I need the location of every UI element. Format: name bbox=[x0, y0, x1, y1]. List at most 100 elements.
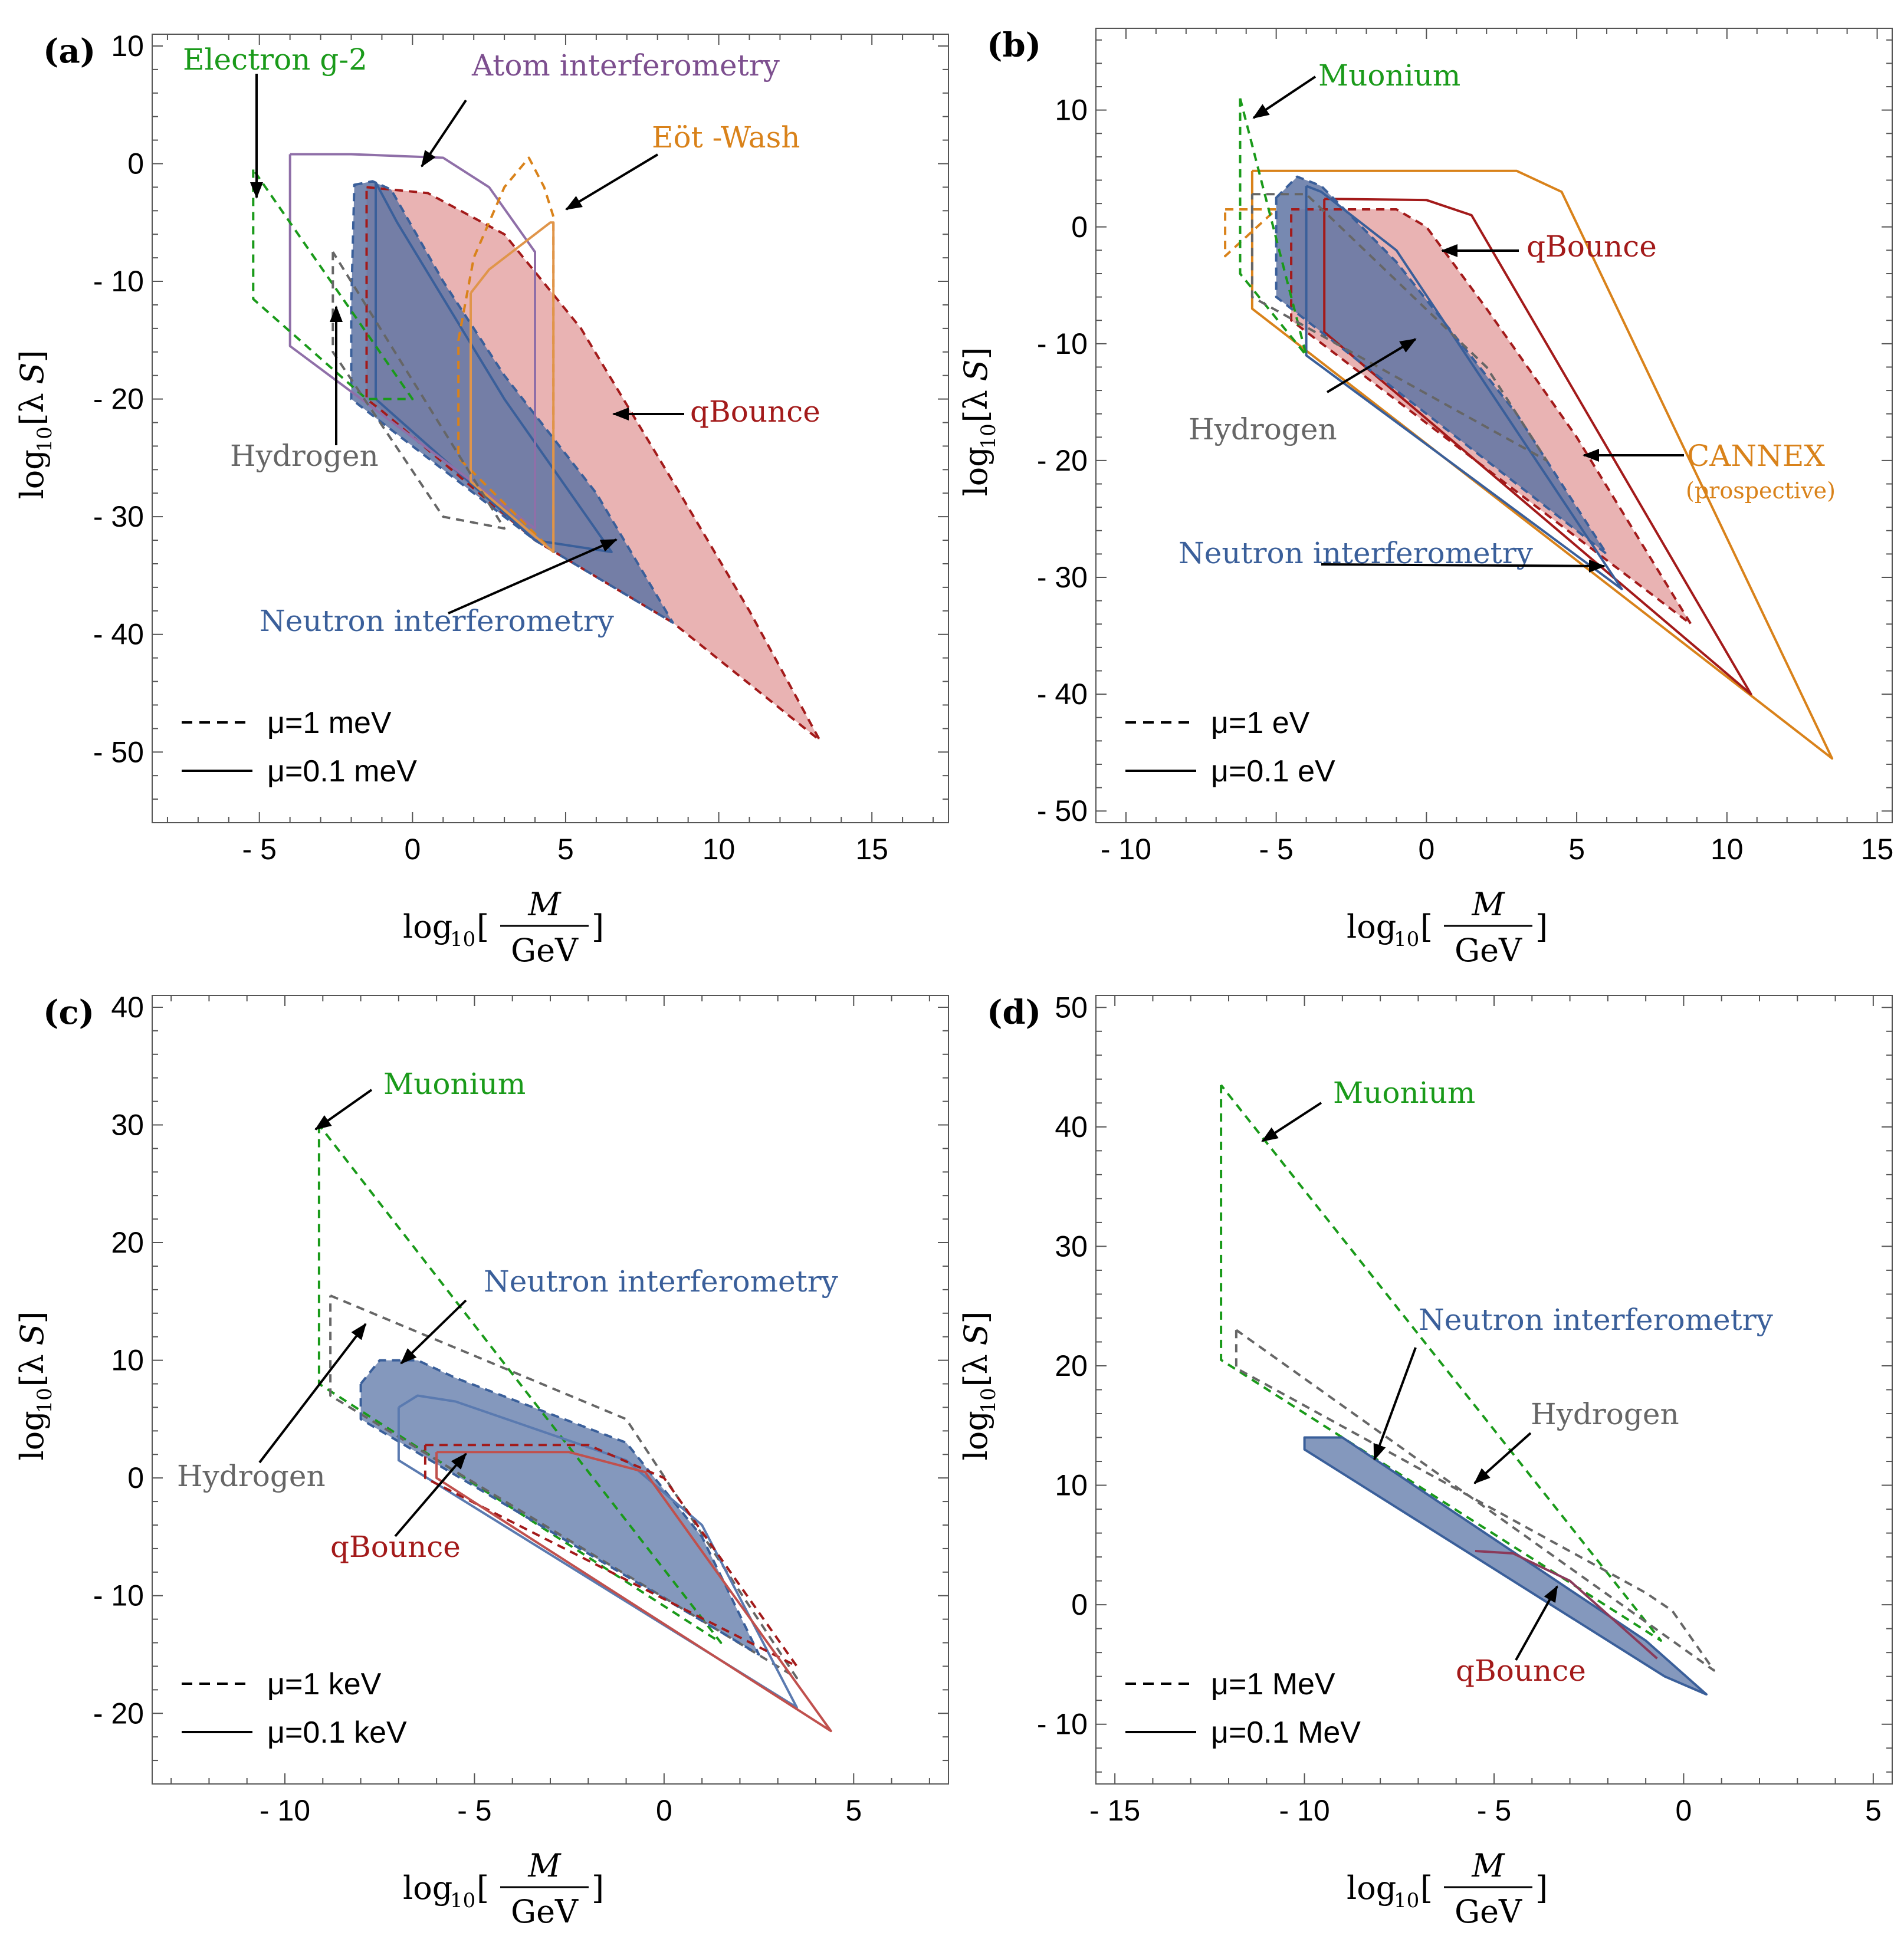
x-axis-log: log bbox=[403, 908, 452, 945]
x-tick-label: - 10 bbox=[1101, 833, 1151, 866]
x-axis-num: M bbox=[1471, 886, 1505, 923]
annotation-arrow bbox=[421, 99, 467, 167]
x-axis-bracket: ] bbox=[1535, 908, 1548, 945]
x-tick-label: 5 bbox=[557, 833, 574, 866]
annotation-arrow bbox=[1326, 338, 1417, 393]
x-tick-label: 0 bbox=[404, 833, 421, 866]
x-axis-num: M bbox=[1471, 1847, 1505, 1884]
legend-label-dashed: μ=1 meV bbox=[267, 706, 392, 740]
annotation-label: Hydrogen bbox=[1531, 1397, 1679, 1431]
x-tick-label: 15 bbox=[855, 833, 888, 866]
x-axis-num: M bbox=[527, 886, 562, 923]
panel-label: (a) bbox=[43, 32, 96, 71]
x-axis-bracket: ] bbox=[592, 908, 604, 945]
series-line-5 bbox=[435, 1451, 832, 1733]
x-axis-sub: 10 bbox=[1394, 1889, 1419, 1913]
y-tick-label: - 40 bbox=[93, 618, 144, 651]
x-tick-label: - 5 bbox=[457, 1794, 491, 1827]
x-axis-bracket: ] bbox=[1535, 1869, 1548, 1907]
x-tick-label: 0 bbox=[1676, 1794, 1692, 1827]
region-fill-2 bbox=[360, 1360, 759, 1655]
region-fill-2 bbox=[1304, 1437, 1706, 1695]
series-line-7 bbox=[1250, 193, 1548, 462]
series-line-1 bbox=[1224, 208, 1278, 258]
x-axis-num: M bbox=[527, 1847, 562, 1884]
annotation-label: Neutron interferometry bbox=[260, 604, 615, 638]
y-axis-bracket: ] bbox=[14, 1311, 51, 1323]
panel-label: (b) bbox=[987, 26, 1041, 65]
y-axis-s: S bbox=[957, 1324, 994, 1346]
y-axis-s: S bbox=[957, 360, 994, 382]
y-tick-label: 20 bbox=[111, 1226, 144, 1259]
series-line-3 bbox=[288, 153, 536, 530]
y-tick-label: - 20 bbox=[93, 383, 144, 416]
series-line-3 bbox=[1475, 1550, 1658, 1660]
annotation-arrow bbox=[448, 538, 618, 615]
y-tick-label: 30 bbox=[1055, 1230, 1088, 1263]
legend-label-dashed: μ=1 MeV bbox=[1211, 1667, 1335, 1701]
x-axis-log: log bbox=[403, 1869, 452, 1907]
y-axis-s: S bbox=[14, 1324, 51, 1346]
series-line-2 bbox=[1303, 1436, 1708, 1696]
annotation-arrow bbox=[258, 1323, 367, 1464]
y-tick-label: 10 bbox=[1055, 1469, 1088, 1502]
y-axis-bracket: ] bbox=[14, 350, 51, 362]
y-tick-label: 40 bbox=[1055, 1110, 1088, 1143]
series-line-1 bbox=[1235, 1329, 1715, 1672]
plot-frame bbox=[1095, 28, 1893, 823]
region-fill-1 bbox=[351, 181, 673, 623]
y-axis-s: S bbox=[14, 363, 51, 385]
y-axis-lambda: [λ bbox=[957, 1354, 994, 1386]
y-axis-bracket: ] bbox=[957, 1311, 994, 1323]
legend-label-solid: μ=0.1 keV bbox=[267, 1716, 407, 1750]
x-axis-log: log bbox=[1347, 908, 1396, 945]
annotation-label: Hydrogen bbox=[230, 439, 379, 473]
series-line-4 bbox=[424, 1444, 798, 1668]
series-line-2 bbox=[359, 1359, 760, 1656]
y-axis-lambda: [λ bbox=[14, 393, 51, 425]
y-tick-label: 0 bbox=[1071, 211, 1088, 244]
y-axis-sub: 10 bbox=[33, 426, 57, 452]
x-axis-bracket: ] bbox=[592, 1869, 604, 1907]
y-tick-label: 50 bbox=[1055, 991, 1088, 1024]
annotation-label: qBounce bbox=[690, 395, 820, 429]
y-axis-lambda: [λ bbox=[957, 390, 994, 422]
y-axis-lambda: [λ bbox=[14, 1354, 51, 1386]
legend-label-solid: μ=0.1 meV bbox=[267, 754, 417, 788]
x-axis-bracket: [ bbox=[1420, 1869, 1433, 1907]
legend: μ=1 meV μ=0.1 meV bbox=[182, 706, 417, 788]
series-line-1 bbox=[329, 1294, 798, 1680]
x-axis-sub: 10 bbox=[1394, 928, 1419, 951]
y-tick-label: 30 bbox=[111, 1109, 144, 1142]
y-tick-label: - 20 bbox=[93, 1697, 144, 1730]
x-tick-label: - 10 bbox=[260, 1794, 310, 1827]
y-tick-label: - 10 bbox=[93, 1579, 144, 1612]
annotation-label: qBounce bbox=[1456, 1654, 1586, 1688]
annotation-label: (prospective) bbox=[1686, 478, 1836, 504]
series-line-4 bbox=[457, 156, 555, 553]
y-axis-sub: 10 bbox=[977, 1388, 1000, 1413]
y-tick-label: 0 bbox=[1071, 1588, 1088, 1621]
x-tick-label: - 5 bbox=[242, 833, 277, 866]
legend: μ=1 eV μ=0.1 eV bbox=[1125, 706, 1335, 788]
x-axis-log: log bbox=[1347, 1869, 1396, 1907]
y-tick-label: - 50 bbox=[93, 735, 144, 768]
series-line-0 bbox=[1220, 1084, 1662, 1642]
y-tick-label: - 10 bbox=[1037, 1708, 1088, 1741]
series-line-5 bbox=[470, 221, 555, 553]
legend-label-solid: μ=0.1 MeV bbox=[1211, 1716, 1361, 1750]
annotation-label: qBounce bbox=[1527, 229, 1657, 264]
legend: μ=1 MeV μ=0.1 MeV bbox=[1125, 1667, 1361, 1750]
panel-label: (d) bbox=[987, 993, 1041, 1032]
x-axis-den: GeV bbox=[511, 932, 579, 969]
legend-label-dashed: μ=1 eV bbox=[1211, 706, 1310, 740]
y-tick-label: 0 bbox=[127, 147, 144, 180]
annotation-arrow bbox=[394, 1453, 467, 1537]
